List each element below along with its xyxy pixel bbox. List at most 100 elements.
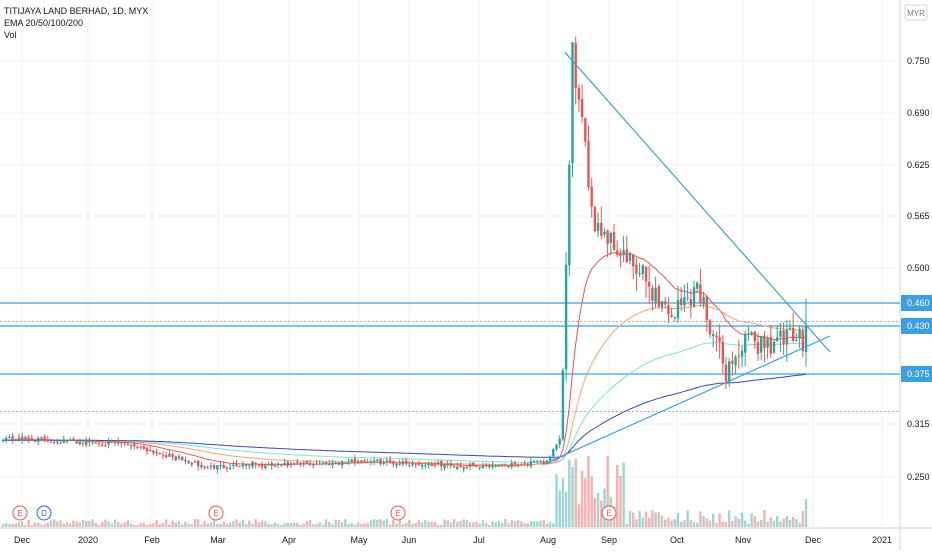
candle-body-143 <box>459 465 462 468</box>
candle-body-54 <box>174 456 177 461</box>
volume-bar-214 <box>686 510 689 527</box>
candle-body-210 <box>673 317 676 319</box>
candle-body-246 <box>788 327 792 329</box>
volume-bar-130 <box>417 520 421 527</box>
volume-bar-139 <box>446 520 449 527</box>
candle-body-26 <box>85 440 88 445</box>
candle-body-235 <box>753 331 756 342</box>
time-tick-2021: 2021 <box>872 535 892 545</box>
volume-bar-221 <box>708 520 712 527</box>
volume-bar-98 <box>315 524 318 527</box>
volume-bar-35 <box>113 519 117 527</box>
price-label-bg-1 <box>901 318 932 334</box>
candle-body-91 <box>292 462 296 464</box>
price-tick-0.315: 0.315 <box>907 419 930 429</box>
volume-bar-160 <box>513 521 517 527</box>
volume-bar-19 <box>62 523 65 527</box>
ema-indicator-label[interactable]: EMA 20/50/100/200 <box>4 18 84 28</box>
candle-body-167 <box>536 460 539 462</box>
volume-bar-88 <box>283 523 286 527</box>
candle-body-249 <box>798 328 801 339</box>
volume-bar-13 <box>43 524 46 527</box>
volume-bar-132 <box>424 520 427 527</box>
volume-bar-118 <box>379 519 382 527</box>
volume-bar-229 <box>734 516 737 527</box>
candle-body-115 <box>369 462 373 464</box>
candle-body-230 <box>737 355 740 357</box>
candle-body-221 <box>708 320 712 335</box>
candle-body-121 <box>388 459 392 463</box>
volume-bar-248 <box>795 519 798 527</box>
volume-bar-235 <box>753 516 756 527</box>
candle-body-78 <box>251 461 254 467</box>
symbol-title[interactable]: TITIJAYA LAND BERHAD, 1D, MYX <box>4 6 149 16</box>
volume-bar-2 <box>8 523 11 527</box>
volume-bar-240 <box>769 517 772 527</box>
volume-bar-225 <box>721 521 724 527</box>
candle-body-61 <box>197 460 200 467</box>
candle-body-117 <box>376 459 379 461</box>
candle-body-31 <box>101 444 104 446</box>
volume-bar-121 <box>388 524 392 527</box>
volume-bar-122 <box>392 519 395 527</box>
volume-bar-233 <box>747 523 750 527</box>
candle-body-201 <box>644 267 648 282</box>
candle-body-55 <box>177 456 181 459</box>
candle-body-200 <box>641 265 644 275</box>
candle-body-216 <box>692 287 696 307</box>
candle-body-132 <box>424 465 427 467</box>
candle-body-76 <box>244 464 248 466</box>
candle-body-1 <box>5 437 8 441</box>
volume-bar-3 <box>11 523 14 527</box>
ema-line-50 <box>2 304 807 466</box>
volume-bar-10 <box>33 522 37 527</box>
candle-body-37 <box>120 442 123 444</box>
volume-bar-63 <box>203 521 206 527</box>
volume-bar-48 <box>155 519 158 527</box>
candle-body-160 <box>513 462 517 465</box>
volume-bar-217 <box>696 522 699 527</box>
candle-body-21 <box>69 439 72 441</box>
candle-body-119 <box>382 462 385 465</box>
volume-bar-80 <box>257 522 261 527</box>
volume-bar-89 <box>286 523 289 527</box>
time-tick-Apr: Apr <box>282 535 296 545</box>
volume-bar-210 <box>673 519 676 527</box>
candle-body-5 <box>17 437 21 441</box>
candle-body-59 <box>190 462 193 465</box>
volume-bar-222 <box>712 513 715 527</box>
candle-body-66 <box>212 465 216 469</box>
candle-body-244 <box>782 330 785 345</box>
candle-body-204 <box>654 287 657 302</box>
candle-body-231 <box>740 350 744 357</box>
candle-body-53 <box>171 454 174 457</box>
volume-bar-230 <box>737 518 740 527</box>
candle-body-162 <box>520 464 523 466</box>
volume-bar-14 <box>46 522 49 527</box>
volume-bar-134 <box>430 522 433 527</box>
volume-pane <box>1 455 808 527</box>
candle-body-170 <box>545 460 549 464</box>
volume-bar-177 <box>568 459 571 527</box>
volume-bar-203 <box>651 510 654 527</box>
volume-bar-223 <box>715 522 718 527</box>
volume-bar-153 <box>491 521 494 527</box>
candle-body-32 <box>104 445 107 447</box>
volume-bar-204 <box>654 512 657 527</box>
volume-bar-183 <box>587 455 590 527</box>
candle-body-68 <box>219 465 222 467</box>
candle-body-64 <box>206 467 209 469</box>
volume-bar-198 <box>635 519 638 527</box>
candle-body-198 <box>635 264 638 274</box>
volume-bar-206 <box>660 515 664 527</box>
volume-bar-110 <box>353 524 357 527</box>
volume-bar-232 <box>744 520 747 527</box>
candle-body-125 <box>401 461 405 465</box>
volume-bar-196 <box>628 510 632 527</box>
volume-bar-41 <box>133 524 136 527</box>
candle-body-111 <box>356 461 360 463</box>
candle-body-156 <box>500 464 504 466</box>
currency-badge: MYR <box>907 9 925 18</box>
volume-indicator-label[interactable]: Vol <box>4 30 17 40</box>
